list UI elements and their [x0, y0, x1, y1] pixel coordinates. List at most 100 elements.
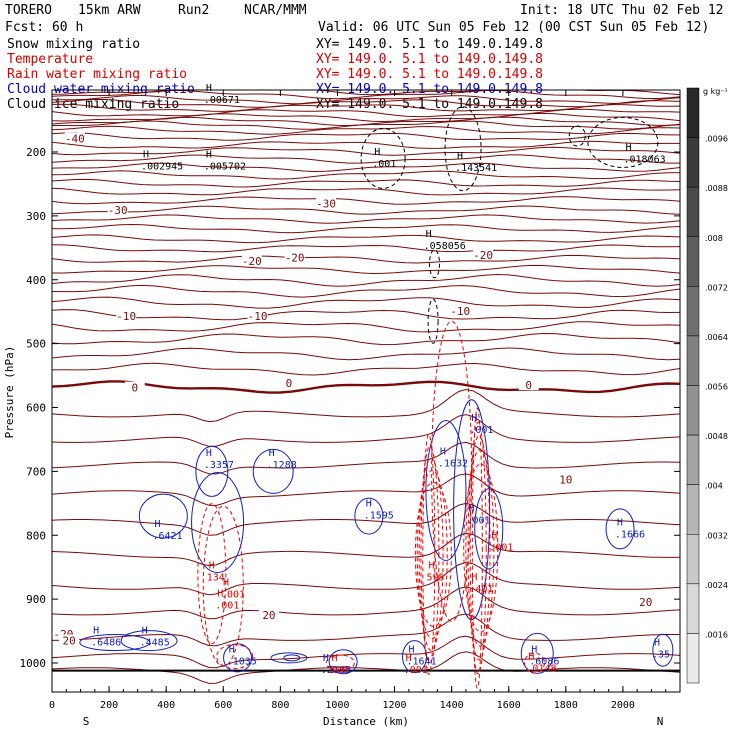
header-valid: Valid: 06 UTC Sun 05 Feb 12 (00 CST Sun …: [318, 20, 709, 35]
rain-contour: [197, 503, 227, 645]
rain-contour: [418, 457, 444, 651]
max-value-label: 595: [427, 572, 445, 583]
max-value-label: 134: [207, 572, 225, 583]
colorbar: g kg⁻¹ .0096 .0088 .008 .0072 .0064 .0056 .0048…: [686, 87, 728, 684]
cloud-water-contour: [191, 471, 245, 573]
max-marker: H: [366, 498, 372, 509]
isotherm-label-bg: [450, 304, 471, 316]
isotherm-line: [52, 441, 680, 475]
max-marker: H: [206, 150, 212, 161]
field-xy-4: XY= 149.0. 5.1 to 149.0.149.8: [316, 97, 543, 112]
isotherm-line: [52, 196, 680, 205]
isotherm-label-bg: [518, 379, 539, 391]
isotherm-line: [52, 651, 680, 684]
y-tick-label: 1000: [20, 657, 47, 670]
max-value-label: .001: [404, 665, 428, 676]
max-value-label: .1288: [267, 460, 297, 471]
max-marker: H: [206, 83, 212, 94]
header-model: TORERO: [5, 3, 52, 18]
colorbar-segment: [686, 236, 700, 287]
max-value-label: .001: [489, 542, 513, 553]
isotherm-label-bg: [555, 473, 576, 485]
rain-contour: [414, 481, 452, 627]
max-value-label: .001: [466, 515, 490, 526]
max-marker: H: [209, 560, 215, 571]
isotherm-line: [52, 273, 680, 287]
max-value-label: .6086: [529, 657, 559, 668]
y-tick-label: 200: [26, 146, 46, 159]
cloud-water-contour: [79, 634, 151, 652]
cloud-water-contour: [520, 632, 554, 674]
north-label: N: [657, 715, 664, 728]
cloud-water-contour: [138, 493, 188, 539]
header-run: Run2: [178, 3, 209, 18]
max-value-label: .001: [469, 425, 493, 436]
isotherm-label-bg: [635, 596, 656, 608]
field-name-0: Snow mixing ratio: [7, 37, 140, 52]
isotherm-line: [52, 120, 680, 130]
isotherm-line: [52, 473, 680, 507]
x-tick-label: 200: [100, 700, 118, 711]
isotherm-line: [52, 132, 680, 141]
y-tick-label: 400: [26, 274, 46, 287]
isotherm-line: [52, 635, 680, 669]
x-tick-label: 1400: [440, 700, 464, 711]
max-value-label: .0148: [526, 664, 556, 675]
colorbar-segment: [686, 484, 700, 535]
isotherm-label: 20: [63, 635, 76, 648]
isotherm-line: [52, 586, 680, 620]
max-marker: H: [409, 645, 415, 656]
max-value-label: .35: [652, 650, 670, 661]
isotherm-label-bg: [53, 628, 74, 640]
colorbar-tick-label: .0016: [705, 630, 728, 639]
isotherm-label-bg: [241, 255, 262, 267]
isotherm-label-bg: [278, 377, 299, 389]
max-marker: H: [654, 638, 660, 649]
isotherm-line: [52, 244, 680, 253]
colorbar-tick-label: .0088: [705, 184, 728, 193]
colorbar-segment: [686, 633, 700, 684]
hydrometeor-contours: [79, 106, 674, 689]
max-marker: H: [223, 578, 229, 589]
colorbar-tick-label: .0056: [705, 383, 728, 392]
colorbar-segment: [686, 335, 700, 386]
y-axis-label: Pressure (hPa): [3, 346, 16, 439]
header-resolution: 15km ARW: [78, 3, 141, 18]
isotherm-label-bg: [316, 197, 337, 209]
isotherm-label: 0: [131, 382, 138, 395]
isotherm-label-bg: [107, 204, 128, 216]
colorbar-tick-label: .0064: [705, 333, 728, 342]
colorbar-segment: [686, 434, 700, 485]
isotherm-line: [52, 347, 680, 361]
isotherm-line: [52, 162, 680, 173]
max-value-label: .1666: [615, 530, 645, 541]
isotherm-line: [52, 98, 680, 108]
x-tick-label: 2000: [611, 700, 635, 711]
plot-area: -40-30-30-20-20-20-10-10-10000102020-202…: [51, 83, 681, 693]
isotherm-line: [52, 103, 680, 112]
isotherm-label-bg: [473, 248, 494, 260]
isotherm-label: 0: [286, 377, 293, 390]
max-marker: H: [471, 572, 477, 583]
ice-contour: [587, 116, 659, 168]
isotherm-line: [52, 223, 680, 234]
y-tick-label: 300: [26, 210, 46, 223]
cloud-water-contour: [652, 633, 674, 667]
isotherm-line: [52, 214, 680, 224]
max-marker: H: [93, 625, 99, 636]
max-value-label: .001: [372, 159, 396, 170]
isotherm-line: [52, 125, 680, 135]
max-marker: H: [468, 503, 474, 514]
colorbar-segment: [686, 583, 700, 634]
ice-contour: [360, 127, 406, 189]
x-tick-label: 600: [214, 700, 232, 711]
colorbar-tick-label: .008: [705, 234, 723, 243]
south-label: S: [83, 715, 90, 728]
y-tick-label: 700: [26, 465, 46, 478]
max-marker: H: [331, 653, 337, 664]
max-marker: H: [429, 560, 435, 571]
isotherm-line: [52, 108, 680, 118]
max-marker: H: [440, 447, 446, 458]
colorbar-tick-label: .004: [705, 482, 723, 491]
max-marker: H: [142, 625, 148, 636]
